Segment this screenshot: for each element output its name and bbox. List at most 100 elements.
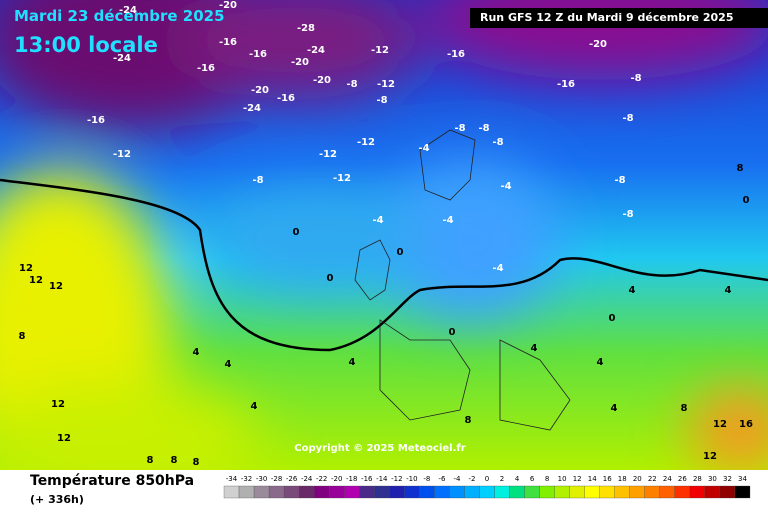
scale-label: -14 [376,475,388,483]
isotherm-label: -28 [297,23,315,34]
color-swatch [614,485,630,499]
scale-label: 0 [485,475,489,483]
isotherm-label: -4 [442,215,453,226]
isotherm-label: 12 [49,281,63,292]
scale-label: 18 [618,475,627,483]
isotherm-label: -8 [454,123,465,134]
isotherm-label: -12 [333,173,351,184]
scale-label: -26 [286,475,298,483]
color-swatch [223,485,240,499]
isotherm-label: -20 [219,0,237,11]
isotherm-label: 8 [193,457,200,468]
color-swatch [404,485,420,499]
scale-label: -12 [391,475,402,483]
scale-label: 12 [573,475,582,483]
isotherm-label: -8 [630,73,641,84]
color-swatch [599,485,615,499]
isotherm-label: -24 [113,53,131,64]
color-swatch [389,485,405,499]
isotherm-label: 12 [713,419,727,430]
isotherm-label: -4 [372,215,383,226]
isotherm-label: 4 [611,403,618,414]
isotherm-label: 4 [629,285,636,296]
color-swatch [509,485,525,499]
isotherm-label: -20 [589,39,607,50]
isotherm-label: -12 [319,149,337,160]
isotherm-label: -8 [622,209,633,220]
isotherm-label: -8 [622,113,633,124]
scale-label: -32 [241,475,252,483]
scale-label: -4 [453,475,461,483]
scale-label: 2 [500,475,504,483]
color-swatch [253,485,270,499]
scale-label: -16 [361,475,373,483]
color-swatch [554,485,570,499]
color-swatch [464,485,480,499]
isotherm-label: 12 [29,275,43,286]
isotherm-label: -12 [357,137,375,148]
color-swatch [644,485,660,499]
isotherm-label: 0 [743,195,750,206]
color-swatch [419,485,435,499]
run-info: Run GFS 12 Z du Mardi 9 décembre 2025 [480,11,733,24]
scale-label: -22 [316,475,327,483]
isotherm-label: 12 [57,433,71,444]
isotherm-label: 0 [327,273,334,284]
color-swatch [329,485,345,499]
isotherm-label: -24 [243,103,261,114]
isotherm-label: 12 [703,451,717,462]
isotherm-label: -8 [252,175,263,186]
isotherm-label: -8 [614,175,625,186]
isotherm-label: -16 [219,37,237,48]
color-swatch [283,485,300,499]
scale-label: -10 [406,475,417,483]
isotherm-label: -20 [251,85,269,96]
isotherm-label: 8 [465,415,472,426]
color-swatch [374,485,390,499]
color-swatch [704,485,721,499]
color-swatch [734,485,751,499]
scale-label: 4 [515,475,520,483]
scale-label: 16 [603,475,612,483]
scale-label: -6 [438,475,446,483]
isotherm-label: -12 [113,149,131,160]
isotherm-label: 0 [293,227,300,238]
scale-label: 20 [633,475,642,483]
forecast-time: 13:00 locale [14,33,158,57]
isotherm-label: 8 [19,331,26,342]
scale-label: 8 [545,475,549,483]
scale-label: 24 [663,475,672,483]
scale-label: 34 [738,475,747,483]
isotherm-label: 8 [147,455,154,466]
isotherm-label: -24 [119,5,137,16]
color-swatch [494,485,510,499]
scale-label: -28 [271,475,282,483]
color-swatch [314,485,330,499]
scale-label: 14 [588,475,597,483]
isotherm-label: -16 [197,63,215,74]
isotherm-label: -8 [346,79,357,90]
color-swatch [659,485,676,499]
scale-label: 30 [708,475,717,483]
isotherm-label: 4 [251,401,258,412]
scale-label: -18 [346,475,357,483]
copyright: Copyright © 2025 Meteociel.fr [294,443,465,454]
color-swatch [719,485,736,499]
color-swatch [238,485,255,499]
isotherm-label: -12 [371,45,389,56]
isotherm-label: 4 [225,359,232,370]
isotherm-label: 4 [193,347,200,358]
isotherm-label: 12 [19,263,33,274]
isotherm-label: -20 [313,75,331,86]
scale-label: 22 [648,475,657,483]
color-swatch [584,485,600,499]
color-swatch [268,485,285,499]
legend: Température 850hPa (+ 336h) -34 -32 -30 -28… [30,473,751,506]
isotherm-label: -4 [418,143,429,154]
legend-subtitle: (+ 336h) [30,493,84,506]
forecast-date: Mardi 23 décembre 2025 [14,7,225,25]
isotherm-label: -16 [557,79,575,90]
isotherm-label: 0 [397,247,404,258]
color-swatch [689,485,706,499]
